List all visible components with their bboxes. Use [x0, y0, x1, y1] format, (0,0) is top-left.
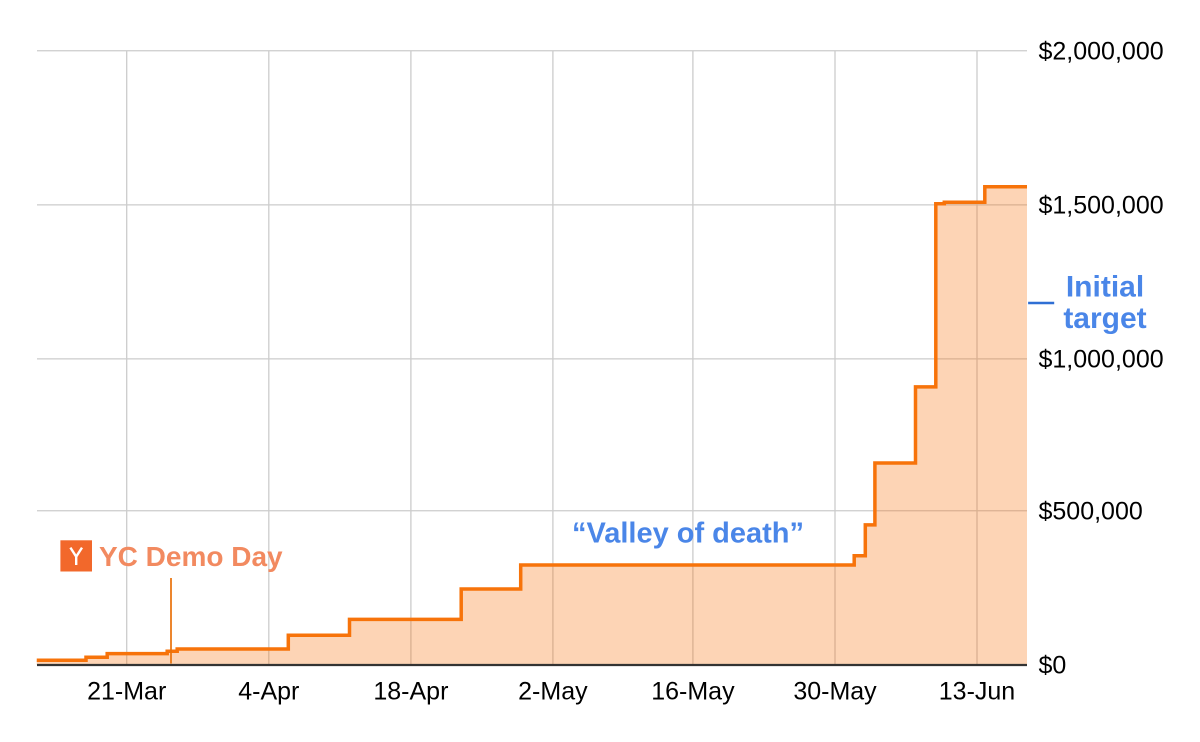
svg-text:$1,500,000: $1,500,000 — [1039, 191, 1164, 219]
svg-text:Initial: Initial — [1066, 271, 1144, 304]
svg-text:$500,000: $500,000 — [1039, 497, 1143, 525]
svg-text:“Valley of death”: “Valley of death” — [572, 518, 804, 550]
svg-text:13-Jun: 13-Jun — [939, 678, 1015, 706]
svg-text:2-May: 2-May — [518, 678, 588, 706]
svg-text:4-Apr: 4-Apr — [238, 678, 299, 706]
svg-text:21-Mar: 21-Mar — [87, 678, 166, 706]
svg-text:target: target — [1063, 302, 1146, 335]
svg-text:18-Apr: 18-Apr — [373, 678, 448, 706]
svg-text:$0: $0 — [1039, 652, 1067, 680]
svg-text:$1,000,000: $1,000,000 — [1039, 346, 1164, 374]
svg-text:16-May: 16-May — [651, 678, 735, 706]
svg-text:YC Demo Day: YC Demo Day — [99, 541, 283, 572]
svg-text:30-May: 30-May — [793, 678, 877, 706]
svg-text:$2,000,000: $2,000,000 — [1039, 37, 1164, 65]
